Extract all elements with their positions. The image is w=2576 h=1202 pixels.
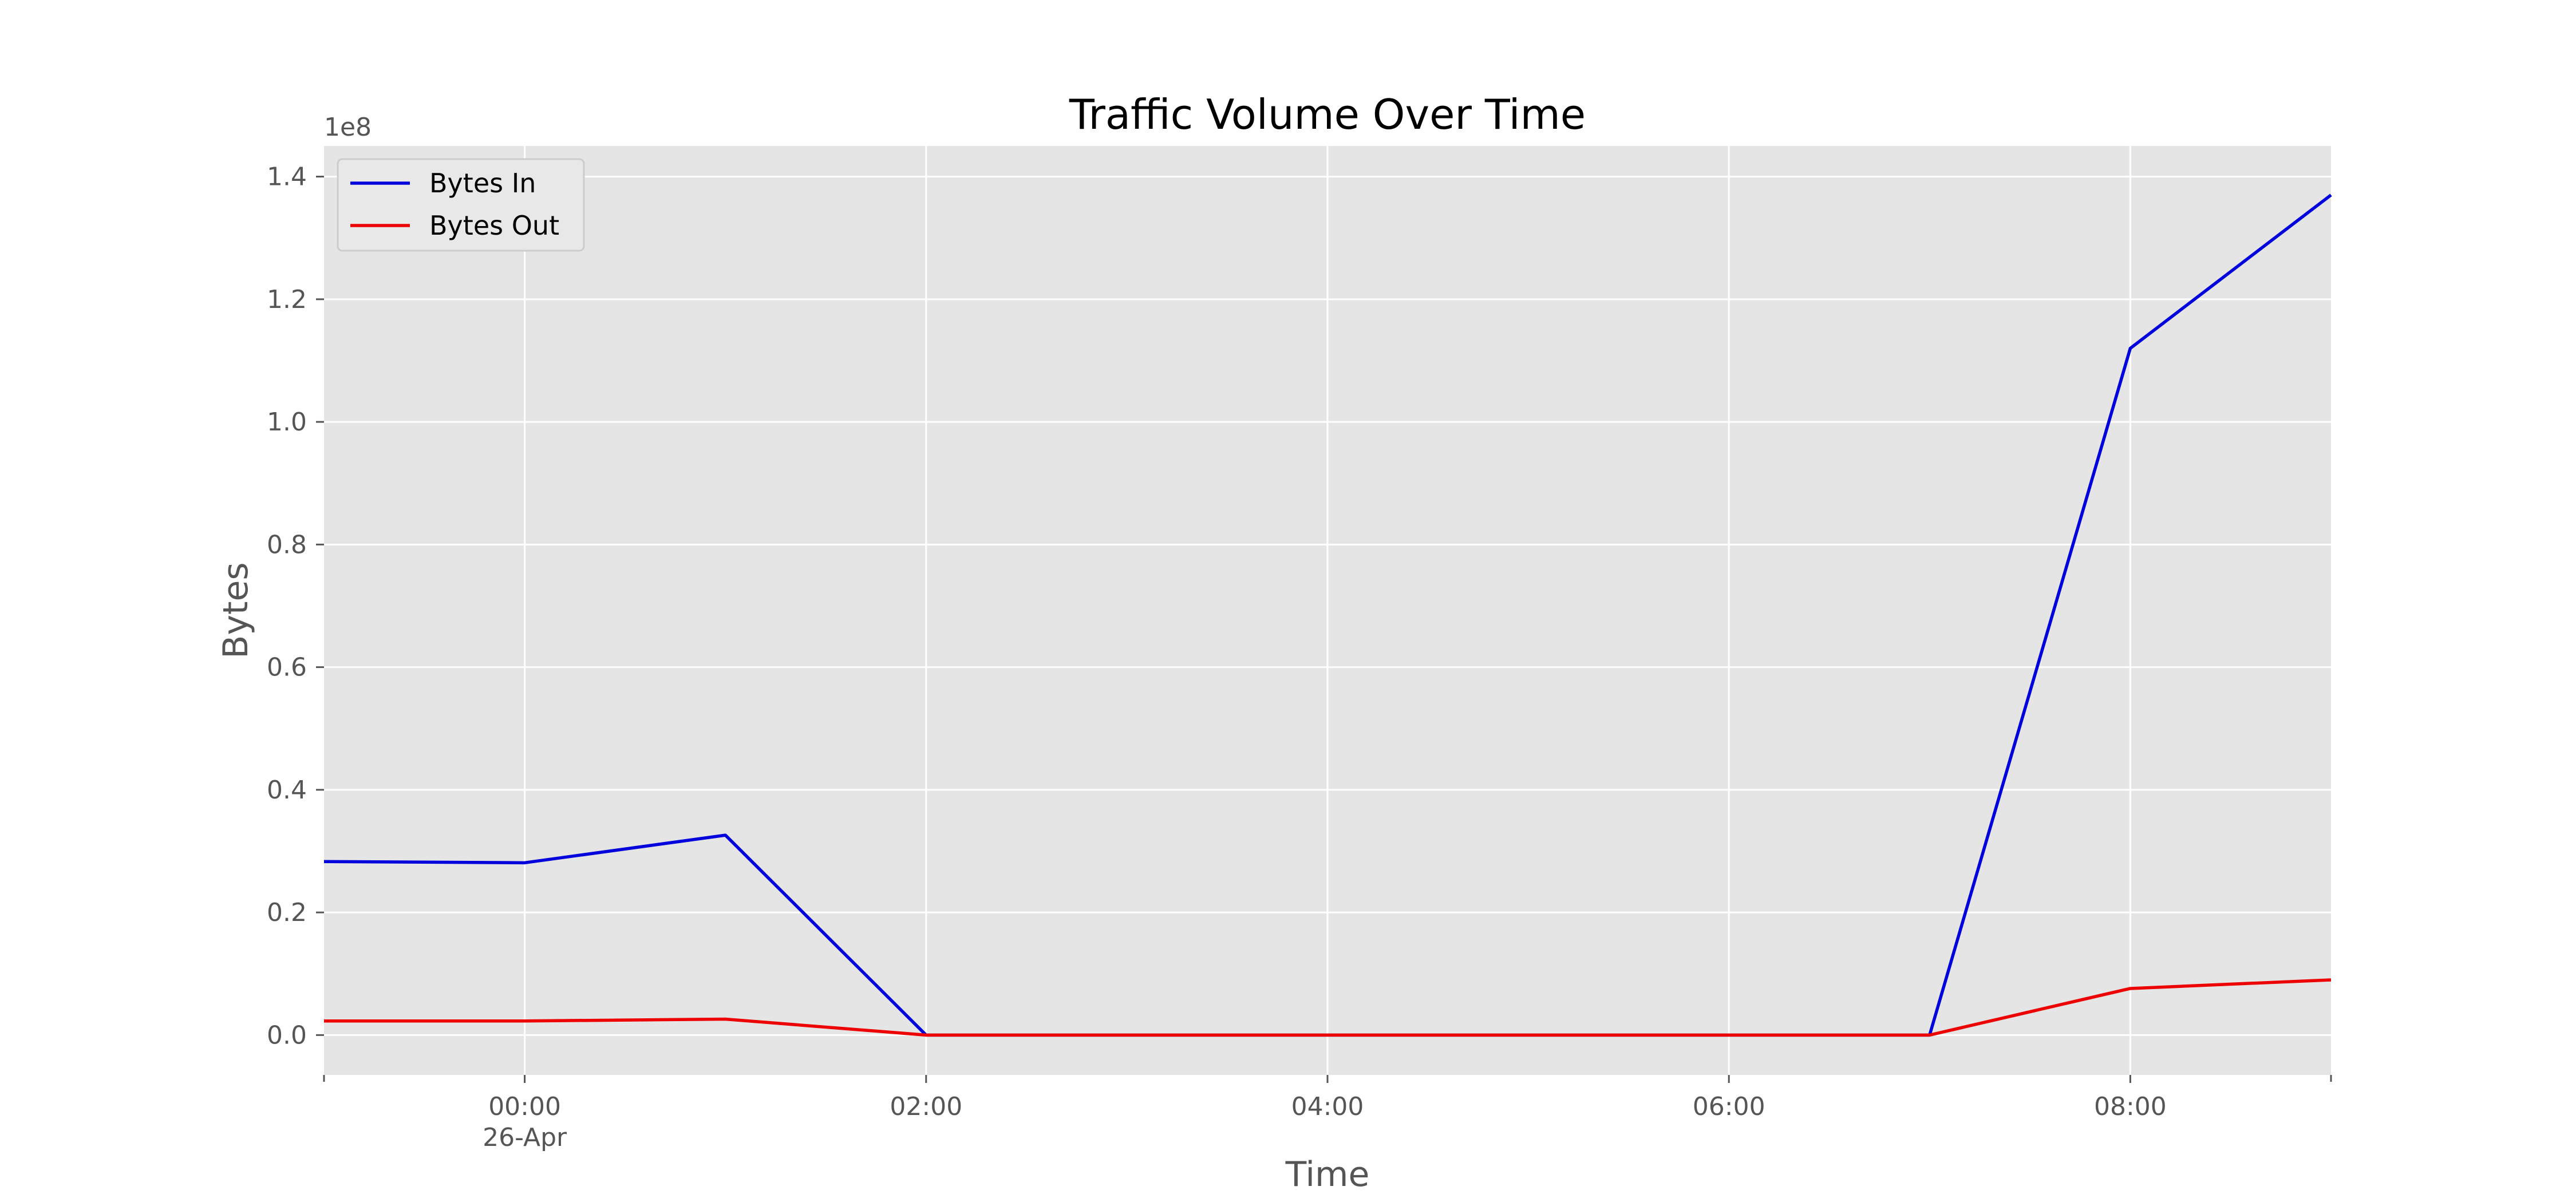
x-tick-label: 04:00 <box>1291 1092 1364 1121</box>
grid <box>324 146 2331 1075</box>
y-tick-label: 1.2 <box>267 285 307 314</box>
y-tick-label: 1.4 <box>267 163 307 192</box>
legend: Bytes In Bytes Out <box>337 158 585 252</box>
x-tick-label: 00:00 <box>488 1092 561 1121</box>
x-tick-label: 08:00 <box>2094 1092 2167 1121</box>
chart-title: Traffic Volume Over Time <box>1069 90 1586 139</box>
y-tick-label: 1.0 <box>267 408 307 437</box>
x-axis-label: Time <box>1285 1154 1370 1195</box>
series-layer <box>323 193 2332 1037</box>
x-tick-sublabel: 26-Apr <box>483 1123 567 1152</box>
y-tick-label: 0.8 <box>267 530 307 559</box>
y-tick-label: 0.0 <box>267 1021 307 1050</box>
y-tick-label: 0.4 <box>267 776 307 805</box>
x-tick-label: 06:00 <box>1693 1092 1765 1121</box>
legend-entry: Bytes Out <box>429 210 559 241</box>
y-tick-label: 0.2 <box>267 898 307 927</box>
legend-entry: Bytes In <box>429 168 536 199</box>
series-line-bytes-out <box>324 978 2332 1037</box>
y-tick-label: 0.6 <box>267 653 307 682</box>
y-axis-label: Bytes <box>216 562 256 658</box>
x-tick-label: 02:00 <box>890 1092 962 1121</box>
y-axis-offset-label: 1e8 <box>324 113 372 142</box>
